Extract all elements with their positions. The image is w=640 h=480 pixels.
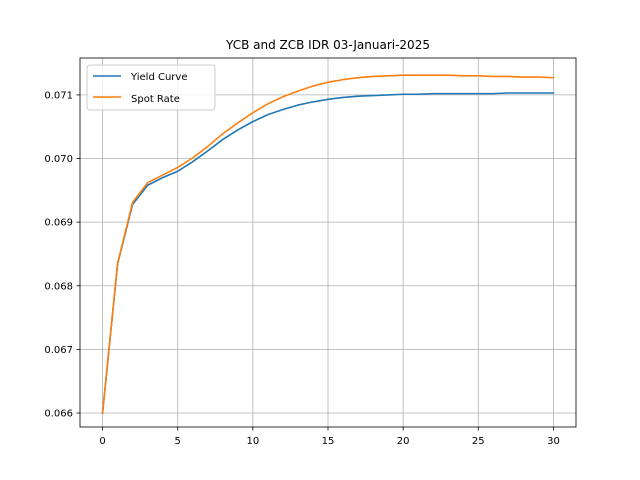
y-axis: 0.066 0.067 0.068 0.069 0.070 0.071 bbox=[44, 90, 80, 420]
y-tick-label: 0.067 bbox=[44, 345, 73, 356]
x-tick-label: 15 bbox=[322, 436, 335, 447]
x-tick-label: 25 bbox=[472, 436, 485, 447]
x-tick-label: 30 bbox=[547, 436, 560, 447]
x-tick-label: 20 bbox=[397, 436, 410, 447]
series-line-yield-curve bbox=[101, 92, 555, 414]
x-tick-label: 5 bbox=[175, 436, 181, 447]
legend: Yield Curve Spot Rate bbox=[86, 64, 216, 111]
legend-label-yield-curve: Yield Curve bbox=[130, 72, 188, 83]
legend-label-spot-rate: Spot Rate bbox=[131, 94, 180, 105]
chart-title: YCB and ZCB IDR 03-Januari-2025 bbox=[225, 38, 430, 52]
y-tick-label: 0.068 bbox=[44, 281, 73, 292]
x-tick-label: 10 bbox=[246, 436, 259, 447]
y-tick-label: 0.070 bbox=[44, 154, 73, 165]
y-tick-label: 0.069 bbox=[44, 218, 73, 229]
x-axis: 0 5 10 15 20 25 30 bbox=[99, 427, 560, 447]
series-line-spot-rate bbox=[101, 74, 555, 414]
y-tick-label: 0.071 bbox=[44, 90, 73, 101]
y-tick-label: 0.066 bbox=[44, 409, 73, 420]
series-lines bbox=[101, 74, 555, 414]
x-tick-label: 0 bbox=[99, 436, 105, 447]
